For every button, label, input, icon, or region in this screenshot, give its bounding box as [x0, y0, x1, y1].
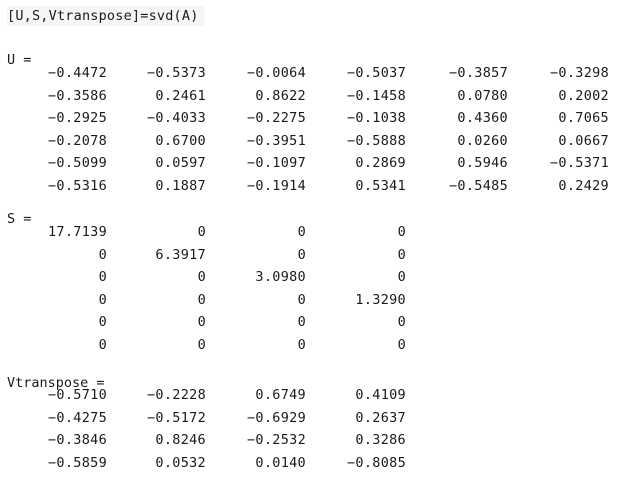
matrix-cell: 0.4360	[457, 110, 508, 126]
matrix-cell: 0.5341	[355, 177, 406, 194]
matrix-cell: −0.4275	[48, 409, 107, 426]
matrix-cell: 0	[197, 224, 206, 240]
matrix-cell: −0.1914	[247, 177, 306, 194]
matrix-cell: 0.0532	[155, 454, 206, 471]
matrix-cell: −0.5037	[347, 65, 406, 81]
matrix-cell: −0.5371	[550, 155, 609, 171]
matrix-cell: 0.8246	[155, 432, 206, 448]
matrix-cell: 0	[397, 269, 406, 285]
matrix-cell: −0.3298	[550, 65, 609, 81]
matrix-cell: 0	[397, 224, 406, 240]
matrix-cell: 0	[98, 314, 107, 330]
matrix-cell: 0	[397, 314, 406, 330]
matrix-cell: 6.3917	[155, 246, 206, 263]
matrix-cell: −0.6929	[247, 409, 306, 426]
matrix-cell: 0	[197, 314, 206, 330]
matrix-cell: 0.1887	[155, 177, 206, 194]
matrix-cell: 0.2429	[558, 177, 609, 194]
matrix-cell: −0.5888	[347, 132, 406, 149]
matrix-cell: 0	[197, 336, 206, 353]
matrix-cell: 0.2461	[155, 87, 206, 104]
matrix-cell: −0.5172	[147, 409, 206, 426]
matrix-cell: −0.0064	[247, 65, 306, 81]
matrix-cell: 0.0667	[558, 132, 609, 149]
matrix-cell: −0.1458	[347, 87, 406, 104]
matrix-cell: 0	[397, 336, 406, 353]
matrix-cell: 0	[297, 246, 306, 263]
matrix-cell: 0.0140	[255, 454, 306, 471]
matrix-cell: 0	[297, 336, 306, 353]
matrix-cell: 0.6700	[155, 132, 206, 149]
matrix-cell: 0	[98, 269, 107, 285]
matrix-cell: −0.3846	[48, 432, 107, 448]
output-label-u: U =	[7, 52, 32, 68]
matrix-cell: −0.2275	[247, 110, 306, 126]
matrix-cell: 0	[98, 291, 107, 308]
output-label-vtranspose: Vtranspose =	[7, 375, 105, 391]
matrix-cell: −0.5373	[147, 65, 206, 81]
matrix-cell: 0.2002	[558, 87, 609, 104]
matrix-cell: −0.5099	[48, 155, 107, 171]
matrix-cell: −0.4033	[147, 110, 206, 126]
matrix-cell: 0.4109	[355, 387, 406, 403]
matrix-cell: −0.3951	[247, 132, 306, 149]
matrix-cell: −0.5485	[449, 177, 508, 194]
matrix-cell: −0.2228	[147, 387, 206, 403]
matrix-cell: −0.2532	[247, 432, 306, 448]
matrix-cell: 0.6749	[255, 387, 306, 403]
matrix-cell: −0.1038	[347, 110, 406, 126]
matrix-cell: −0.3857	[449, 65, 508, 81]
matrix-cell: −0.1097	[247, 155, 306, 171]
matrix-cell: −0.5316	[48, 177, 107, 194]
matrix-cell: 0.2869	[355, 155, 406, 171]
matrix-cell: −0.2925	[48, 110, 107, 126]
matrix-cell: −0.8085	[347, 454, 406, 471]
matrix-cell: 0	[98, 246, 107, 263]
matrix-cell: 0.7065	[558, 110, 609, 126]
matrix-cell: 0	[297, 224, 306, 240]
matrix-cell: −0.5859	[48, 454, 107, 471]
matrix-cell: 0.2637	[355, 409, 406, 426]
matrix-cell: 0	[297, 291, 306, 308]
matrix-cell: 0.0597	[155, 155, 206, 171]
matrix-cell: 17.7139	[48, 224, 107, 240]
matrix-cell: 0	[197, 269, 206, 285]
matrix-cell: 1.3290	[355, 291, 406, 308]
matrix-cell: 0.0260	[457, 132, 508, 149]
matrix-cell: 0	[297, 314, 306, 330]
command-line[interactable]: [U,S,Vtranspose]=svd(A)	[7, 6, 205, 26]
matrix-cell: 0	[98, 336, 107, 353]
matrix-cell: 0	[397, 246, 406, 263]
matrix-cell: −0.5710	[48, 387, 107, 403]
matrix-cell: 0.0780	[457, 87, 508, 104]
matrix-cell: 3.0980	[255, 269, 306, 285]
matrix-cell: 0.8622	[255, 87, 306, 104]
matrix-cell: −0.2078	[48, 132, 107, 149]
matrix-cell: −0.4472	[48, 65, 107, 81]
matrix-cell: −0.3586	[48, 87, 107, 104]
matrix-cell: 0.5946	[457, 155, 508, 171]
matrix-cell: 0.3286	[355, 432, 406, 448]
output-label-s: S =	[7, 211, 32, 227]
matrix-cell: 0	[197, 291, 206, 308]
